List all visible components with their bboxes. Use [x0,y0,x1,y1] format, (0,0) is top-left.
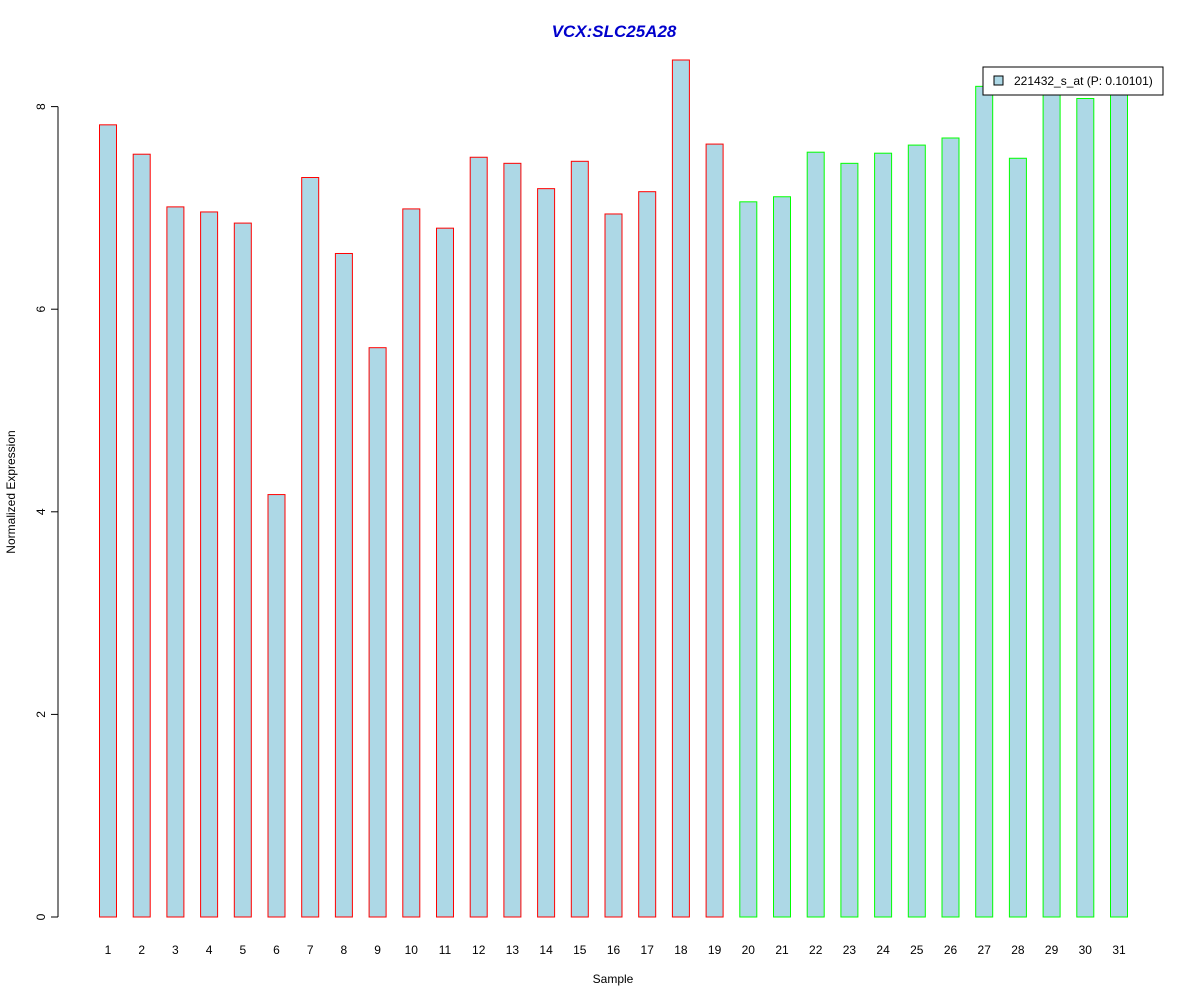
bar-sample-17 [638,191,657,918]
x-tick-label: 11 [439,943,452,957]
x-axis-label: Sample [593,972,634,986]
x-tick-label: 18 [674,943,688,957]
x-tick-label: 26 [944,943,958,957]
bar-sample-18 [671,59,690,918]
y-tick-label: 0 [34,913,48,920]
bar-sample-5 [233,222,252,918]
bar-sample-13 [503,162,522,918]
x-tick-label: 21 [775,943,789,957]
y-tick-label: 2 [34,711,48,718]
bar-sample-20 [739,201,758,918]
x-tick-label: 22 [809,943,823,957]
bar-sample-3 [166,206,185,918]
bar-sample-10 [402,208,421,918]
bars-group [99,59,1128,918]
bar-sample-9 [368,347,387,918]
x-tick-label: 15 [573,943,587,957]
bar-sample-8 [334,252,353,918]
bar-sample-2 [132,153,151,918]
legend-box [982,66,1164,96]
x-tick-label: 19 [708,943,722,957]
x-tick-label: 6 [273,943,280,957]
x-tick-label: 24 [876,943,890,957]
legend-swatch [993,75,1004,86]
x-tick-label: 10 [405,943,419,957]
bar-sample-26 [941,137,960,918]
x-tick-label: 20 [742,943,756,957]
y-axis: 0 2 4 6 8 [34,103,59,920]
bar-sample-28 [1008,157,1027,918]
bar-sample-29 [1042,85,1061,918]
y-axis-label: Normalized Expression [4,430,18,553]
bar-sample-25 [907,144,926,918]
x-tick-label: 30 [1079,943,1093,957]
x-tick-label: 29 [1045,943,1059,957]
bar-sample-6 [267,494,286,918]
x-tick-label: 2 [138,943,145,957]
x-tick-label: 7 [307,943,314,957]
chart-title: VCX:SLC25A28 [552,22,677,41]
bar-sample-19 [705,143,724,918]
bar-sample-21 [773,196,791,918]
x-tick-label: 17 [641,943,655,957]
bar-sample-12 [469,156,488,918]
x-tick-label: 14 [539,943,553,957]
x-tick-label: 27 [978,943,992,957]
y-tick-label: 8 [34,103,48,110]
x-tick-label: 31 [1112,943,1126,957]
y-tick-label: 4 [34,508,48,515]
bar-sample-27 [975,85,994,918]
bar-sample-31 [1110,90,1128,918]
x-tick-label: 9 [374,943,381,957]
x-tick-label: 13 [506,943,520,957]
x-tick-label: 4 [206,943,213,957]
bar-sample-22 [806,151,825,918]
x-tick-label: 25 [910,943,924,957]
legend: 221432_s_at (P: 0.10101) [982,66,1164,96]
x-tick-label: 3 [172,943,179,957]
x-tick-label: 23 [843,943,857,957]
x-tick-labels: 1 2 3 4 5 6 7 8 9 10 11 12 13 14 15 16 17 18 19 20 21 22 23 24 2… [105,943,1126,957]
x-tick-label: 28 [1011,943,1025,957]
bar-sample-15 [570,160,589,918]
bar-sample-1 [99,124,117,918]
x-tick-label: 12 [472,943,486,957]
y-tick-label: 6 [34,306,48,313]
bar-sample-23 [840,162,859,918]
x-tick-label: 1 [105,943,112,957]
bar-sample-4 [200,211,219,918]
x-tick-label: 5 [239,943,246,957]
legend-label: 221432_s_at (P: 0.10101) [1014,74,1153,88]
bar-sample-11 [436,227,454,918]
bar-sample-16 [604,213,623,918]
bar-sample-7 [301,177,320,918]
x-tick-label: 8 [341,943,348,957]
bar-sample-14 [537,188,556,918]
bar-sample-30 [1076,97,1095,918]
bar-sample-24 [874,152,893,918]
x-tick-label: 16 [607,943,621,957]
